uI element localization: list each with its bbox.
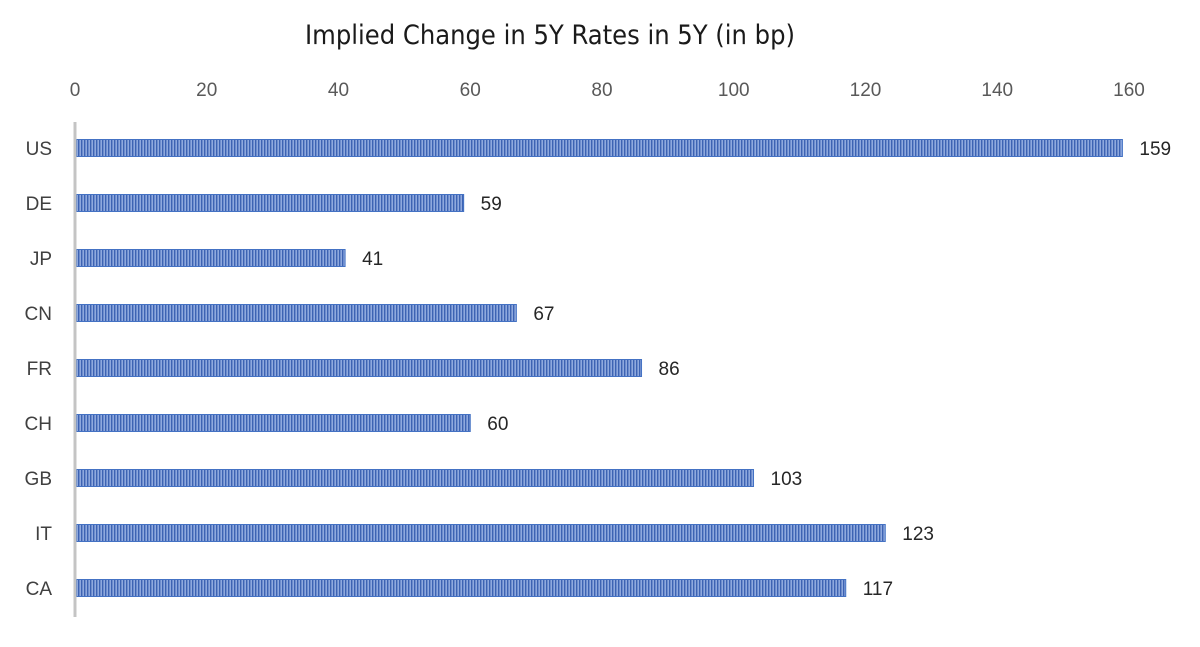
value-axis-tick-label: 0 — [70, 80, 81, 101]
category-label-gb: GB — [25, 469, 52, 490]
value-axis-tick-label: 140 — [981, 80, 1013, 101]
bar-it — [76, 524, 886, 542]
chart-title: Implied Change in 5Y Rates in 5Y (in bp) — [305, 20, 795, 51]
value-axis-tick-label: 160 — [1113, 80, 1145, 101]
bars-group — [76, 139, 1123, 597]
category-label-ch: CH — [25, 414, 52, 435]
value-axis-tick-label: 80 — [591, 80, 612, 101]
data-labels: 159 59 41 67 86 60 103 123 117 — [362, 139, 1171, 600]
data-label-ca: 117 — [863, 579, 893, 600]
category-label-us: US — [26, 139, 52, 160]
data-label-cn: 67 — [533, 304, 554, 325]
category-label-ca: CA — [26, 579, 53, 600]
data-label-gb: 103 — [771, 469, 803, 490]
data-label-us: 159 — [1139, 139, 1171, 160]
data-label-ch: 60 — [487, 414, 508, 435]
value-axis-tick-label: 40 — [328, 80, 349, 101]
data-label-de: 59 — [481, 194, 502, 215]
value-axis-ticks: 0 20 40 60 80 100 120 140 160 — [70, 80, 1145, 101]
value-axis-tick-label: 120 — [850, 80, 882, 101]
value-axis-tick-label: 20 — [196, 80, 217, 101]
category-label-fr: FR — [27, 359, 52, 380]
category-label-cn: CN — [25, 304, 52, 325]
bar-cn — [76, 304, 517, 322]
data-label-fr: 86 — [659, 359, 680, 380]
bar-de — [76, 194, 465, 212]
value-axis-tick-label: 100 — [718, 80, 750, 101]
category-label-it: IT — [35, 524, 52, 545]
category-labels: US DE JP CN FR CH GB IT CA — [25, 139, 53, 600]
bar-ch — [76, 414, 471, 432]
bar-jp — [76, 249, 346, 267]
category-label-jp: JP — [30, 249, 52, 270]
bar-ca — [76, 579, 847, 597]
category-label-de: DE — [26, 194, 52, 215]
bar-us — [76, 139, 1123, 157]
data-label-it: 123 — [902, 524, 934, 545]
value-axis-tick-label: 60 — [460, 80, 481, 101]
data-label-jp: 41 — [362, 249, 383, 270]
bar-gb — [76, 469, 755, 487]
bar-fr — [76, 359, 643, 377]
